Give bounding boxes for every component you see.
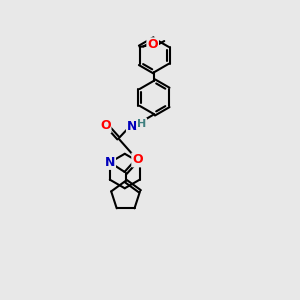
Text: O: O bbox=[100, 119, 110, 132]
Text: O: O bbox=[147, 38, 158, 51]
Text: H: H bbox=[137, 119, 146, 129]
Text: N: N bbox=[105, 156, 115, 169]
Text: O: O bbox=[132, 153, 143, 167]
Text: N: N bbox=[127, 120, 137, 134]
